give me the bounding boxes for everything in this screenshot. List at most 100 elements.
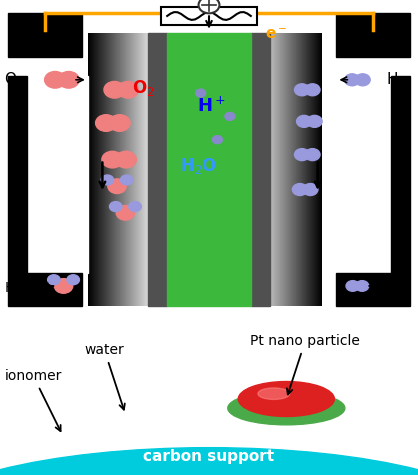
Bar: [122, 33, 123, 306]
Bar: [127, 33, 128, 306]
Text: water: water: [84, 343, 125, 409]
Bar: [148, 33, 167, 306]
Circle shape: [294, 84, 309, 96]
Bar: [130, 33, 131, 306]
Bar: [307, 33, 308, 306]
Bar: [105, 33, 106, 306]
Bar: [276, 33, 277, 306]
Bar: [145, 33, 146, 306]
Bar: [287, 33, 288, 306]
Bar: [319, 33, 320, 306]
Bar: [284, 33, 285, 306]
Bar: [289, 33, 290, 306]
Bar: [88, 33, 89, 306]
Circle shape: [344, 74, 359, 86]
Text: ionomer: ionomer: [5, 369, 62, 431]
Bar: [285, 33, 286, 306]
Bar: [108, 33, 109, 306]
Bar: [111, 33, 112, 306]
Ellipse shape: [228, 391, 345, 425]
Bar: [296, 33, 297, 306]
Bar: [290, 33, 291, 306]
Bar: [116, 33, 117, 306]
Bar: [336, 13, 410, 57]
Bar: [112, 33, 113, 306]
Bar: [304, 33, 305, 306]
Bar: [298, 33, 299, 306]
Circle shape: [238, 381, 334, 417]
Bar: [132, 33, 133, 306]
Bar: [315, 33, 316, 306]
Bar: [161, 7, 257, 25]
Circle shape: [117, 82, 138, 98]
Bar: [117, 33, 118, 306]
Circle shape: [292, 183, 307, 196]
Bar: [286, 33, 287, 306]
Circle shape: [129, 201, 141, 211]
Bar: [139, 33, 140, 306]
Bar: [136, 33, 137, 306]
Bar: [123, 33, 124, 306]
Bar: [97, 33, 98, 306]
Bar: [297, 33, 298, 306]
Bar: [167, 33, 251, 306]
Bar: [391, 76, 410, 273]
Bar: [121, 33, 122, 306]
Circle shape: [346, 281, 359, 291]
Bar: [134, 33, 135, 306]
Circle shape: [96, 114, 117, 132]
Bar: [27, 76, 88, 273]
Bar: [265, 33, 266, 306]
Bar: [138, 33, 139, 306]
Circle shape: [104, 82, 125, 98]
Bar: [133, 33, 134, 306]
Bar: [92, 33, 93, 306]
Circle shape: [296, 115, 311, 127]
Bar: [118, 33, 119, 306]
Ellipse shape: [0, 460, 418, 475]
Bar: [98, 33, 99, 306]
Bar: [272, 33, 273, 306]
Circle shape: [108, 179, 126, 193]
Bar: [147, 33, 148, 306]
Circle shape: [196, 89, 206, 97]
Bar: [320, 33, 321, 306]
Bar: [259, 33, 260, 306]
Bar: [114, 33, 115, 306]
Bar: [100, 33, 101, 306]
Bar: [8, 13, 82, 57]
Bar: [312, 33, 313, 306]
Bar: [278, 33, 279, 306]
Bar: [103, 33, 104, 306]
Circle shape: [115, 152, 136, 168]
Bar: [269, 33, 270, 306]
Bar: [277, 33, 278, 306]
Bar: [8, 76, 27, 273]
Circle shape: [116, 206, 135, 220]
Bar: [288, 33, 289, 306]
Bar: [142, 33, 143, 306]
Bar: [115, 33, 116, 306]
Circle shape: [54, 279, 73, 293]
Bar: [281, 33, 282, 306]
Bar: [137, 33, 138, 306]
Bar: [99, 33, 100, 306]
Bar: [295, 33, 296, 306]
Bar: [299, 33, 300, 306]
Bar: [93, 33, 94, 306]
Bar: [264, 33, 265, 306]
Circle shape: [225, 113, 235, 120]
Bar: [149, 33, 150, 306]
Bar: [318, 33, 319, 306]
Bar: [124, 33, 125, 306]
Circle shape: [355, 74, 370, 86]
Bar: [268, 33, 269, 306]
Bar: [283, 33, 284, 306]
Circle shape: [120, 175, 133, 185]
Ellipse shape: [0, 454, 418, 475]
Bar: [104, 33, 105, 306]
Bar: [0, 311, 418, 402]
Circle shape: [58, 71, 79, 88]
Bar: [262, 33, 263, 306]
Text: H$_2$O: H$_2$O: [180, 156, 217, 176]
